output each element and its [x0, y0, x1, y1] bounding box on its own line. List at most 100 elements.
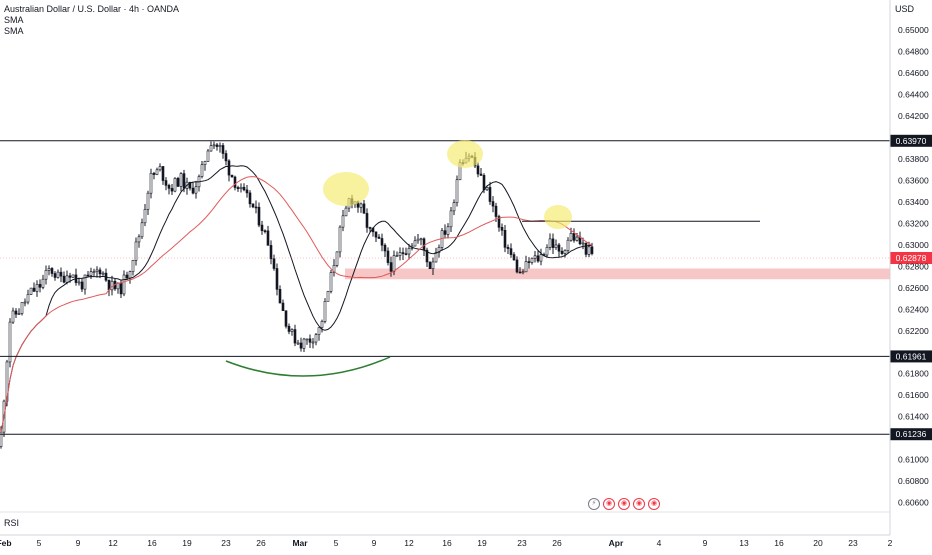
candle-body [287, 325, 291, 332]
rsi-pane-label[interactable]: RSI [4, 518, 20, 528]
candle-body [266, 230, 270, 246]
candle-body [314, 334, 318, 343]
candle-body [437, 247, 441, 253]
candle-body [56, 271, 60, 278]
chart-icon[interactable]: ◉ [603, 498, 615, 510]
time-tick-label: 12 [404, 538, 414, 548]
candle-body [407, 248, 411, 255]
level-price-tag [890, 350, 932, 363]
chart-icon[interactable]: ◉ [633, 498, 645, 510]
candle-body [431, 261, 435, 270]
candle-body [389, 262, 393, 272]
rounded-bottom-arc [225, 356, 391, 377]
candle-body [119, 282, 123, 295]
candle-body [521, 271, 525, 274]
candle-body [98, 269, 102, 275]
candle-body [416, 238, 420, 242]
candle-body [155, 169, 159, 175]
candle-body [17, 313, 21, 315]
candle-body [134, 241, 138, 261]
candle-body [443, 230, 447, 235]
candle-body [305, 338, 309, 341]
candle-body [80, 281, 84, 290]
chart-icon[interactable]: ◉ [648, 498, 660, 510]
candle-body [167, 185, 171, 189]
candle-body [95, 269, 99, 272]
candle-body [203, 161, 207, 165]
candle-body [509, 248, 513, 255]
candle-body [530, 258, 534, 263]
candle-body [299, 342, 303, 349]
lightning-icon[interactable]: ⚡ [588, 498, 600, 510]
candle-body [182, 173, 186, 189]
candle-body [533, 255, 537, 259]
price-tick-label: 0.60600 [898, 497, 929, 507]
time-tick-label: 9 [703, 538, 708, 548]
candle-body [335, 251, 339, 266]
candle-body [257, 206, 261, 226]
candle-body [452, 202, 456, 212]
level-price-label: 0.61961 [896, 351, 927, 361]
price-tick-label: 0.64600 [898, 68, 929, 78]
candle-body [485, 187, 489, 191]
candle-body [527, 261, 531, 263]
candle-body [482, 175, 486, 191]
time-tick-label: 13 [739, 538, 749, 548]
candle-body [311, 341, 315, 344]
candle-body [308, 338, 312, 343]
currency-label[interactable]: USD [894, 4, 914, 14]
candle-body [284, 310, 288, 327]
candle-body [323, 301, 327, 322]
annotations-layer: 0.63970 0.61961 0.61236 0.62878 [0, 134, 932, 441]
sma-slow-line [0, 176, 593, 433]
price-tick-label: 0.63000 [898, 240, 929, 250]
time-tick-label: Feb [0, 538, 12, 548]
candle-body [26, 294, 30, 303]
candle-body [224, 153, 228, 162]
candle-body [413, 240, 417, 247]
candle-body [32, 287, 36, 292]
candle-body [380, 238, 384, 246]
candle-body [227, 160, 231, 176]
candle-body [488, 187, 492, 202]
candle-body [581, 242, 585, 245]
candle-body [476, 165, 480, 175]
candle-body [131, 260, 135, 272]
candle-body [551, 238, 555, 248]
candle-body [251, 203, 255, 208]
price-tick-label: 0.65000 [898, 25, 929, 35]
chart-title: Australian Dollar / U.S. Dollar · 4h · O… [4, 4, 180, 14]
candle-body [11, 310, 15, 323]
level-price-tag [890, 428, 932, 441]
price-tick-label: 0.64200 [898, 111, 929, 121]
price-tick-label: 0.61800 [898, 369, 929, 379]
candle-body [494, 205, 498, 217]
time-tick-label: 23 [517, 538, 527, 548]
candle-body [515, 259, 519, 273]
candle-body [65, 275, 69, 283]
candle-body [239, 186, 243, 189]
level-price-label: 0.63970 [896, 136, 927, 146]
candle-body [44, 270, 48, 280]
sma-legend-2[interactable]: SMA [4, 26, 24, 36]
candle-body [143, 209, 147, 224]
candle-body [497, 216, 501, 228]
price-tick-label: 0.64800 [898, 47, 929, 57]
price-tick-label: 0.61000 [898, 455, 929, 465]
price-tick-label: 0.64400 [898, 90, 929, 100]
candle-body [137, 236, 141, 243]
candle-body [272, 258, 276, 269]
chart-icon[interactable]: ◉ [618, 498, 630, 510]
sma-legend-1[interactable]: SMA [4, 15, 24, 25]
candle-body [545, 246, 549, 256]
candle-body [302, 338, 306, 349]
candle-body [101, 272, 105, 275]
candle-body [575, 236, 579, 241]
price-tick-label: 0.60800 [898, 476, 929, 486]
candle-body [422, 238, 426, 251]
candle-body [62, 275, 66, 283]
candle-body [161, 166, 165, 181]
